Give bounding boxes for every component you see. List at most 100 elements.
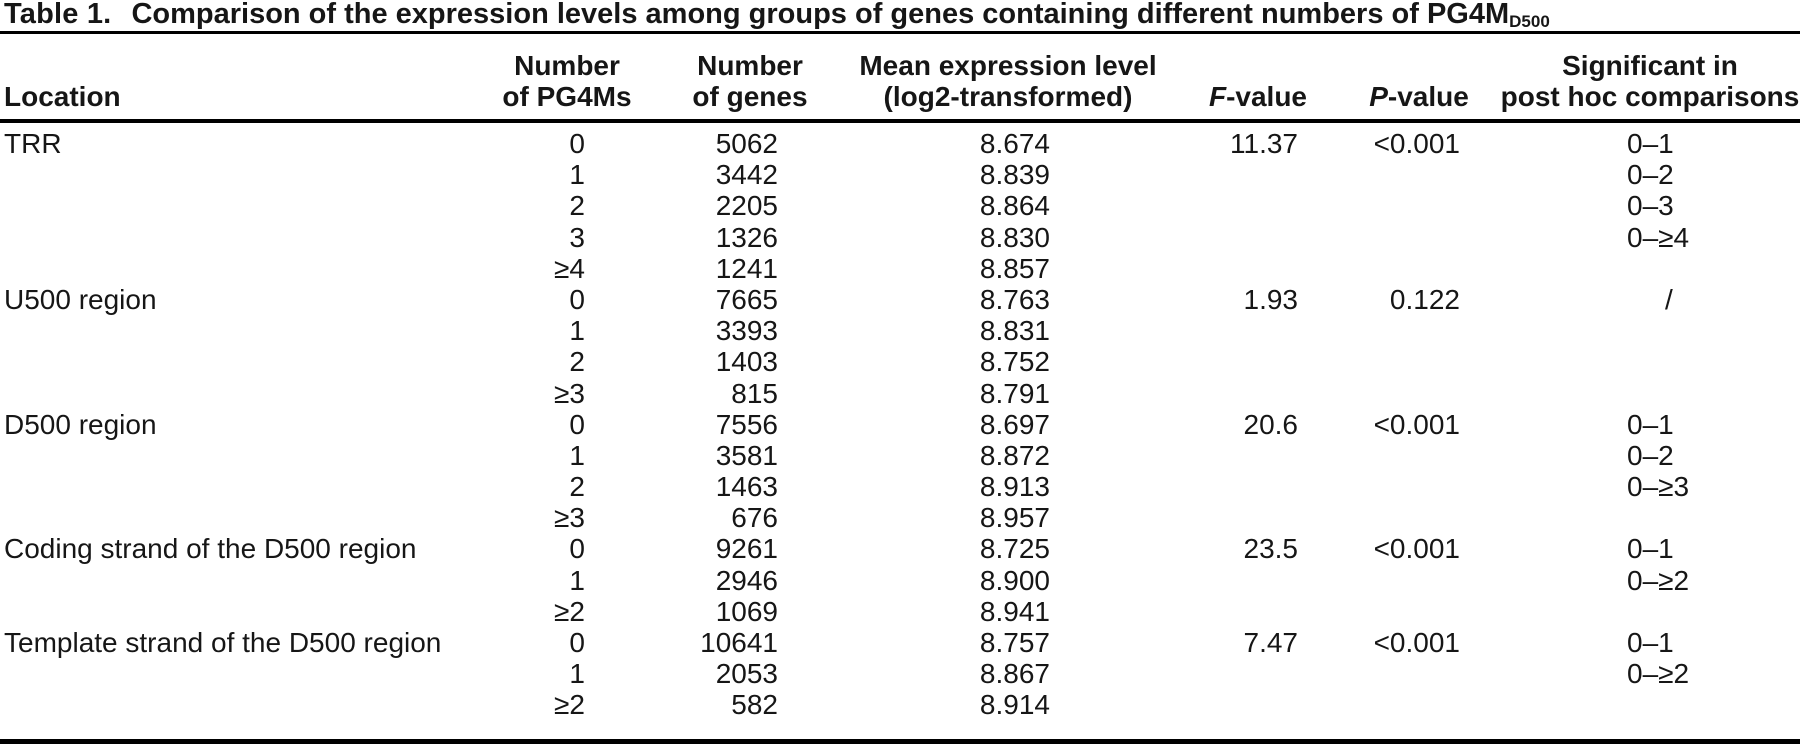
header-line: Number xyxy=(697,50,803,81)
cell-genes: 1403 xyxy=(715,346,778,378)
column-header-number-of-pg4ms: Number of PG4Ms xyxy=(455,44,679,112)
header-line: of genes xyxy=(692,81,808,112)
cell-pg4ms: 1 xyxy=(569,315,585,347)
cell-f: 20.6 xyxy=(1243,408,1299,440)
table-row: 2 1403 8.752 xyxy=(0,346,1800,377)
table-row: TRR 0 5062 8.674 11.37 <0.001 0–1 xyxy=(0,128,1800,159)
cell-pg4ms: 0 xyxy=(569,408,585,440)
cell-posthoc: 0–3 xyxy=(1627,190,1674,222)
cell-mean: 8.791 xyxy=(979,377,1050,409)
cell-p: <0.001 xyxy=(1373,627,1460,658)
table-row: ≥4 1241 8.857 xyxy=(0,253,1800,284)
cell-p: 0.122 xyxy=(1389,283,1460,315)
cell-posthoc: 0–≥2 xyxy=(1627,564,1690,596)
cell-mean: 8.757 xyxy=(979,627,1050,658)
cell-pg4ms: ≥2 xyxy=(554,595,585,627)
cell-p: <0.001 xyxy=(1373,408,1460,440)
cell-mean: 8.725 xyxy=(979,533,1050,565)
column-header-f-value: F-value xyxy=(1178,44,1338,112)
cell-genes: 582 xyxy=(731,689,778,721)
cell-p: <0.001 xyxy=(1373,128,1460,159)
column-header-number-of-genes: Number of genes xyxy=(650,44,850,112)
cell-mean: 8.674 xyxy=(979,128,1050,159)
cell-location: Coding strand of the D500 region xyxy=(4,533,417,565)
table-row: 1 3393 8.831 xyxy=(0,315,1800,346)
caption-text: Comparison of the expression levels amon… xyxy=(131,0,1510,30)
header-line: Number xyxy=(514,50,620,81)
cell-genes: 1463 xyxy=(715,471,778,503)
bottom-rule xyxy=(0,739,1800,744)
cell-genes: 1326 xyxy=(715,221,778,253)
column-header-location: Location xyxy=(4,44,464,112)
header-rule xyxy=(0,119,1800,123)
cell-posthoc: 0–2 xyxy=(1627,439,1674,471)
cell-f: 7.47 xyxy=(1243,627,1299,658)
cell-mean: 8.831 xyxy=(979,315,1050,347)
cell-mean: 8.941 xyxy=(979,595,1050,627)
cell-pg4ms: 0 xyxy=(569,283,585,315)
cell-pg4ms: 3 xyxy=(569,221,585,253)
cell-posthoc: 0–1 xyxy=(1627,128,1674,159)
cell-mean: 8.957 xyxy=(979,502,1050,534)
cell-mean: 8.900 xyxy=(979,564,1050,596)
cell-genes: 2946 xyxy=(715,564,778,596)
cell-posthoc: 0–1 xyxy=(1627,627,1674,658)
table-row: ≥3 815 8.791 xyxy=(0,378,1800,409)
cell-mean: 8.914 xyxy=(979,689,1050,721)
cell-genes: 2053 xyxy=(715,658,778,690)
header-line: Significant in xyxy=(1562,50,1738,81)
cell-genes: 676 xyxy=(731,502,778,534)
cell-genes: 3581 xyxy=(715,439,778,471)
column-header-mean-expression: Mean expression level (log2-transformed) xyxy=(820,44,1196,112)
cell-genes: 9261 xyxy=(715,533,778,565)
cell-location: TRR xyxy=(4,128,62,159)
header-line: F-value xyxy=(1208,81,1308,112)
header-line: Mean expression level xyxy=(859,50,1157,81)
table-row: 1 3581 8.872 0–2 xyxy=(0,440,1800,471)
cell-mean: 8.867 xyxy=(979,658,1050,690)
table-row: Template strand of the D500 region 0 10641… xyxy=(0,627,1800,658)
cell-pg4ms: 1 xyxy=(569,159,585,191)
cell-genes: 1241 xyxy=(715,252,778,284)
cell-pg4ms: 2 xyxy=(569,190,585,222)
table-row: 1 3442 8.839 0–2 xyxy=(0,159,1800,190)
table-row: ≥2 582 8.914 xyxy=(0,689,1800,720)
cell-genes: 10641 xyxy=(700,627,778,658)
table-body: TRR 0 5062 8.674 11.37 <0.001 0–1 1 3442 8.839 0–2… xyxy=(0,128,1800,721)
column-header-posthoc-comparisons: Significant in post hoc comparisons xyxy=(1500,44,1800,112)
cell-pg4ms: 2 xyxy=(569,471,585,503)
header-line: post hoc comparisons xyxy=(1500,81,1800,112)
table-row: 1 2053 8.867 0–≥2 xyxy=(0,658,1800,689)
title-rule xyxy=(0,31,1800,34)
cell-mean: 8.830 xyxy=(979,221,1050,253)
cell-location: D500 region xyxy=(4,408,157,440)
caption-subscript: D500 xyxy=(1509,12,1550,31)
cell-pg4ms: 2 xyxy=(569,346,585,378)
cell-genes: 7556 xyxy=(715,408,778,440)
table-row: D500 region 0 7556 8.697 20.6 <0.001 0–1 xyxy=(0,409,1800,440)
table-row: ≥3 676 8.957 xyxy=(0,502,1800,533)
table-row: U500 region 0 7665 8.763 1.93 0.122 / xyxy=(0,284,1800,315)
table-row: ≥2 1069 8.941 xyxy=(0,596,1800,627)
cell-pg4ms: ≥4 xyxy=(554,252,585,284)
cell-pg4ms: ≥3 xyxy=(554,502,585,534)
cell-f: 23.5 xyxy=(1243,533,1299,565)
header-line: of PG4Ms xyxy=(502,81,632,112)
cell-genes: 1069 xyxy=(715,595,778,627)
cell-pg4ms: 1 xyxy=(569,564,585,596)
table-row: Coding strand of the D500 region 0 9261 8.7… xyxy=(0,533,1800,564)
cell-mean: 8.857 xyxy=(979,252,1050,284)
cell-posthoc: 0–2 xyxy=(1627,159,1674,191)
cell-posthoc: 0–≥3 xyxy=(1627,471,1690,503)
cell-mean: 8.752 xyxy=(979,346,1050,378)
cell-pg4ms: 0 xyxy=(569,627,585,658)
cell-pg4ms: 0 xyxy=(569,533,585,565)
cell-genes: 7665 xyxy=(715,283,778,315)
cell-mean: 8.839 xyxy=(979,159,1050,191)
cell-location: Template strand of the D500 region xyxy=(4,627,442,658)
cell-genes: 5062 xyxy=(715,128,778,159)
cell-pg4ms: 1 xyxy=(569,658,585,690)
cell-pg4ms: ≥3 xyxy=(554,377,585,409)
table-row: 3 1326 8.830 0–≥4 xyxy=(0,222,1800,253)
